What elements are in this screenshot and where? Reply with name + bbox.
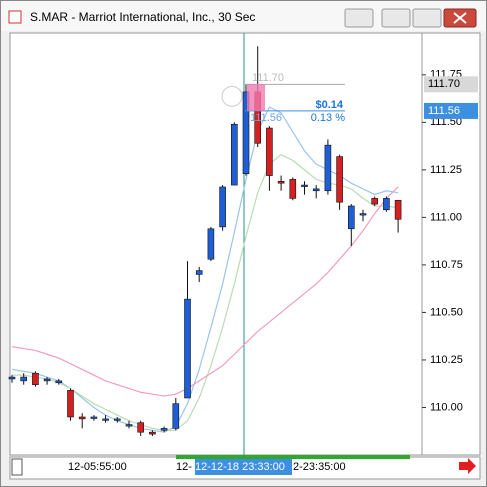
candle-body <box>55 380 63 384</box>
session-bar <box>176 455 410 459</box>
candle-body <box>90 416 98 419</box>
close-icon <box>453 12 467 24</box>
moving-average <box>12 153 399 431</box>
y-tick-label: 111.50 <box>430 116 462 128</box>
candle-body <box>289 179 297 199</box>
candle-body <box>78 416 86 420</box>
candle-body <box>20 376 28 382</box>
candle-body <box>125 424 133 427</box>
candle-body <box>312 188 320 192</box>
candle-body <box>184 298 191 399</box>
x-tick-label: 12-05:55:00 <box>68 461 127 473</box>
candle-body <box>231 123 238 186</box>
window-title: S.MAR - Marriot International, Inc., 30 … <box>30 10 255 24</box>
candle-body <box>219 186 226 228</box>
scroll-box[interactable] <box>11 458 23 476</box>
candle-body <box>371 198 379 205</box>
candle-body <box>347 205 355 230</box>
candle-body <box>394 199 402 220</box>
candle-body <box>137 422 144 433</box>
candle-body <box>383 198 390 211</box>
x-tick-label: 2-23:35:00 <box>293 461 346 473</box>
measure-from: 111.70 <box>252 72 284 84</box>
moving-average <box>11 186 399 397</box>
x-tick-label: 12- <box>176 461 192 473</box>
candle-body <box>67 390 74 418</box>
moving-average <box>11 106 399 433</box>
candle-body <box>242 91 250 174</box>
candle-body <box>160 428 168 431</box>
y-tick-label: 111.00 <box>430 211 462 223</box>
app-icon <box>8 10 22 24</box>
measure-to: 111.56 <box>250 112 282 124</box>
price-label-box <box>424 102 478 119</box>
candle-body <box>324 144 332 192</box>
candle-body <box>102 418 109 421</box>
minimize-button[interactable] <box>381 8 411 28</box>
y-tick-label: 110.00 <box>430 401 463 413</box>
y-axis-area <box>421 32 481 456</box>
y-tick-label: 110.25 <box>430 354 463 366</box>
x-label-highlight <box>195 459 292 475</box>
candle-body <box>266 127 273 176</box>
candle-body <box>149 431 156 435</box>
measure-marker <box>247 84 265 111</box>
candle-body <box>195 270 203 275</box>
price-label: 111.70 <box>428 78 460 90</box>
candle-body <box>43 378 51 382</box>
y-tick-label: 110.75 <box>430 259 463 271</box>
y-tick-label: 111.25 <box>430 164 462 176</box>
x-tick-label: 12-12-18 23:33:00 <box>195 461 285 473</box>
scroll-arrow[interactable] <box>459 458 476 474</box>
candle-body <box>32 372 39 385</box>
plot: 110.00 110.25 110.50 110.75 111.00 111.25 111.… <box>8 46 478 475</box>
measure-change: $0.14 <box>315 99 343 111</box>
measure-start <box>221 85 243 107</box>
price-label: 111.56 <box>428 105 460 117</box>
candle-body <box>301 184 308 187</box>
candle-body <box>172 403 180 429</box>
candle-body <box>336 156 343 203</box>
candle-body <box>8 376 16 380</box>
candle-body <box>114 418 121 421</box>
candle-body <box>359 213 367 216</box>
y-tick-label: 110.50 <box>430 306 463 318</box>
candle-body <box>277 180 285 184</box>
measure-percent: 0.13 % <box>311 112 345 124</box>
link-button[interactable] <box>344 8 374 28</box>
maximize-button[interactable] <box>412 8 442 28</box>
candle-body <box>207 228 215 260</box>
price-label-box <box>424 76 478 93</box>
